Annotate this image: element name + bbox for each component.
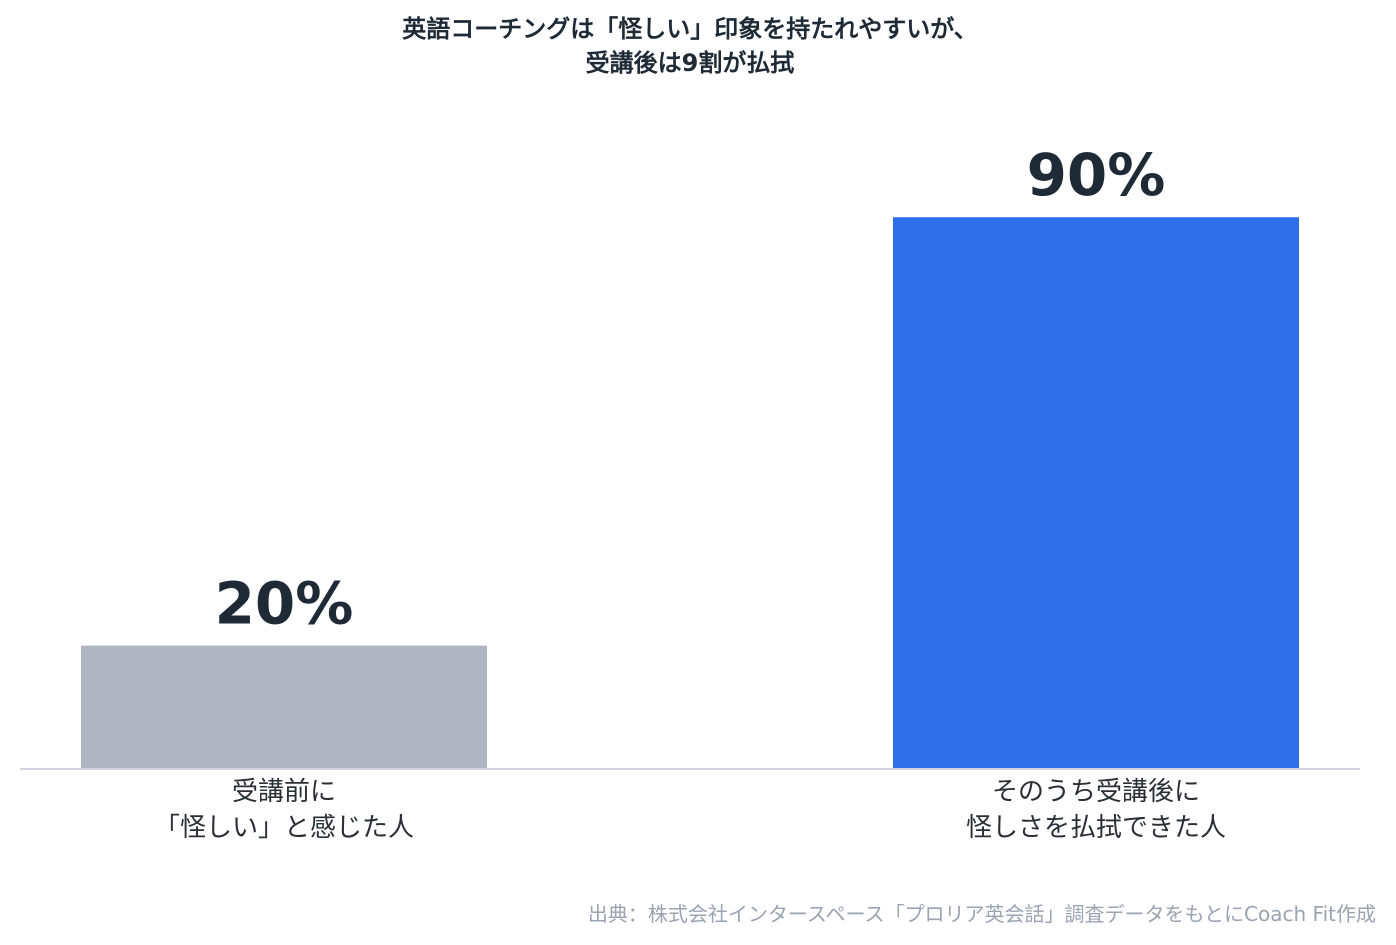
bar-2 (893, 217, 1299, 768)
bar-1 (81, 645, 487, 768)
value-label-1: 20% (215, 570, 354, 638)
chart-title: 英語コーチングは「怪しい」印象を持たれやすいが、 受講後は9割が払拭 (0, 12, 1380, 80)
category-label-2-line-1: そのうち受講後に (992, 777, 1200, 807)
category-label-1-line-1: 受講前に (232, 777, 336, 807)
category-label-1-line-2: 「怪しい」と感じた人 (154, 813, 414, 843)
chart-title-line-2: 受講後は9割が払拭 (585, 49, 795, 77)
source-note: 出典：株式会社インタースペース「プロリア英会話」調査データをもとにCoach F… (587, 902, 1376, 926)
category-label-2-line-2: 怪しさを払拭できた人 (966, 813, 1226, 843)
value-label-2: 90% (1027, 141, 1166, 209)
chart-title-line-1: 英語コーチングは「怪しい」印象を持たれやすいが、 (402, 15, 978, 43)
